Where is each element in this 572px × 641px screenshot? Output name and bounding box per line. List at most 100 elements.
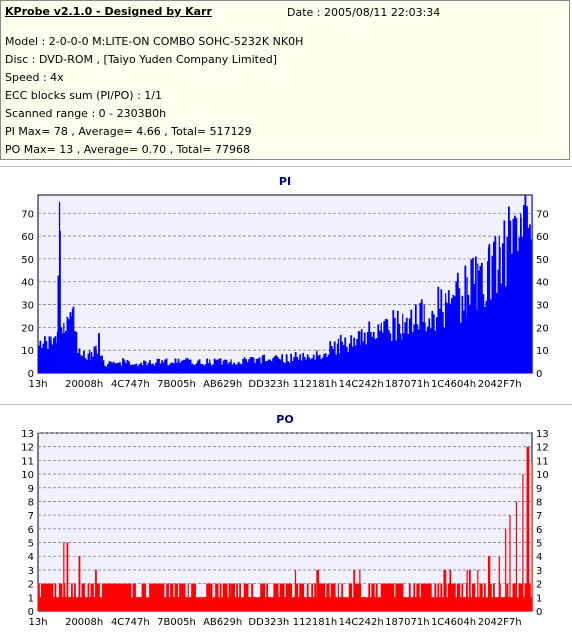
pi-bar [167, 365, 169, 373]
pi-bar [110, 361, 112, 373]
po-bar [87, 583, 90, 611]
pi-bar [120, 365, 123, 373]
pi-bar [183, 359, 186, 373]
pi-bar [405, 317, 408, 373]
po-bar [71, 583, 73, 611]
pi-bar [293, 357, 296, 373]
pi-bar [345, 346, 348, 373]
po-bar [522, 597, 525, 611]
pi-bar [207, 363, 210, 373]
po-bar [327, 583, 330, 611]
po-bar [324, 597, 327, 611]
pi-bar [86, 359, 88, 373]
po-bar [384, 583, 387, 611]
pi-peak-bar [50, 336, 52, 373]
pi-bar [111, 363, 114, 373]
po-bar [345, 597, 348, 611]
pi-bar [348, 343, 351, 373]
po-bar [528, 583, 531, 611]
po-peak-bar [58, 583, 61, 611]
pi-bar [300, 360, 303, 373]
pi-bar [173, 363, 175, 373]
po-bar [221, 597, 223, 611]
po-bar [83, 583, 85, 611]
pi-peak-bar [166, 359, 168, 373]
po-bar [170, 583, 172, 611]
po-peak-bar [477, 569, 479, 611]
pi-bar [407, 333, 410, 373]
pi-peak-bar [337, 338, 340, 373]
po-bar [390, 583, 393, 611]
po-bar [335, 597, 338, 611]
pi-bar [327, 354, 330, 373]
po-bar [90, 583, 93, 611]
pi-peak-bar [123, 359, 125, 373]
po-bar [126, 583, 129, 611]
po-bar [467, 597, 470, 611]
po-bar [500, 597, 503, 611]
pi-bar [431, 310, 434, 373]
po-bar [392, 583, 395, 611]
po-bar [119, 583, 121, 611]
pi-bar [428, 318, 431, 373]
pi-bar [53, 337, 55, 373]
pi-bar [210, 365, 213, 373]
pi-bar [360, 329, 363, 373]
pi-bar [471, 258, 474, 373]
pi-ytick-right: 10 [536, 346, 549, 357]
pi-bar [296, 356, 299, 373]
pi-bar [215, 359, 217, 373]
pi-bar [429, 328, 432, 373]
po-ytick-right: 2 [536, 580, 542, 591]
po-bar [168, 597, 171, 611]
po-peak-bar [37, 583, 39, 611]
pi-bar [125, 363, 127, 373]
po-bar [416, 583, 419, 611]
po-ytick-right: 12 [536, 443, 549, 454]
po-bar [270, 597, 273, 611]
po-bar [393, 597, 396, 611]
po-bar [491, 597, 494, 611]
pi-bar [66, 316, 69, 373]
po-bar [497, 597, 500, 611]
po-peak-bar [509, 515, 511, 611]
po-bar [503, 597, 506, 611]
po-bar [173, 597, 175, 611]
pi-xtick: 13h [28, 379, 47, 390]
po-bar [252, 597, 255, 611]
po-bar [459, 597, 462, 611]
po-bar [191, 583, 193, 611]
po-bar [104, 583, 106, 611]
pi-bar [128, 361, 130, 373]
po-bar [84, 597, 87, 611]
po-bar [74, 583, 76, 611]
pi-bar [126, 360, 129, 373]
pi-bar [119, 362, 121, 373]
pi-bar [378, 330, 381, 373]
pi-peak-bar [477, 263, 479, 373]
pi-peak-bar [380, 322, 382, 373]
pi-bar [92, 356, 94, 373]
po-peak-bar [187, 583, 189, 611]
po-bar [398, 583, 401, 611]
po-bar [299, 583, 302, 611]
pi-peak-bar [316, 350, 318, 373]
po-bar [375, 583, 378, 611]
po-xtick: 14C242h [339, 617, 384, 628]
po-bar [107, 583, 109, 611]
po-ytick-left: 6 [28, 525, 34, 536]
pi-bar [78, 348, 81, 373]
po-bar [402, 597, 405, 611]
po-bar [198, 597, 201, 611]
po-ytick-right: 9 [536, 484, 542, 495]
pi-bar [267, 359, 270, 373]
pi-ytick-right: 30 [536, 301, 549, 312]
pi-peak-bar [273, 357, 275, 373]
pi-bar [507, 206, 510, 373]
po-bar [180, 583, 183, 611]
pi-bar [470, 259, 473, 373]
pi-bar [339, 334, 342, 373]
pi-bar [219, 358, 222, 373]
pi-xtick: 20008h [65, 379, 103, 390]
po-bar [237, 597, 240, 611]
